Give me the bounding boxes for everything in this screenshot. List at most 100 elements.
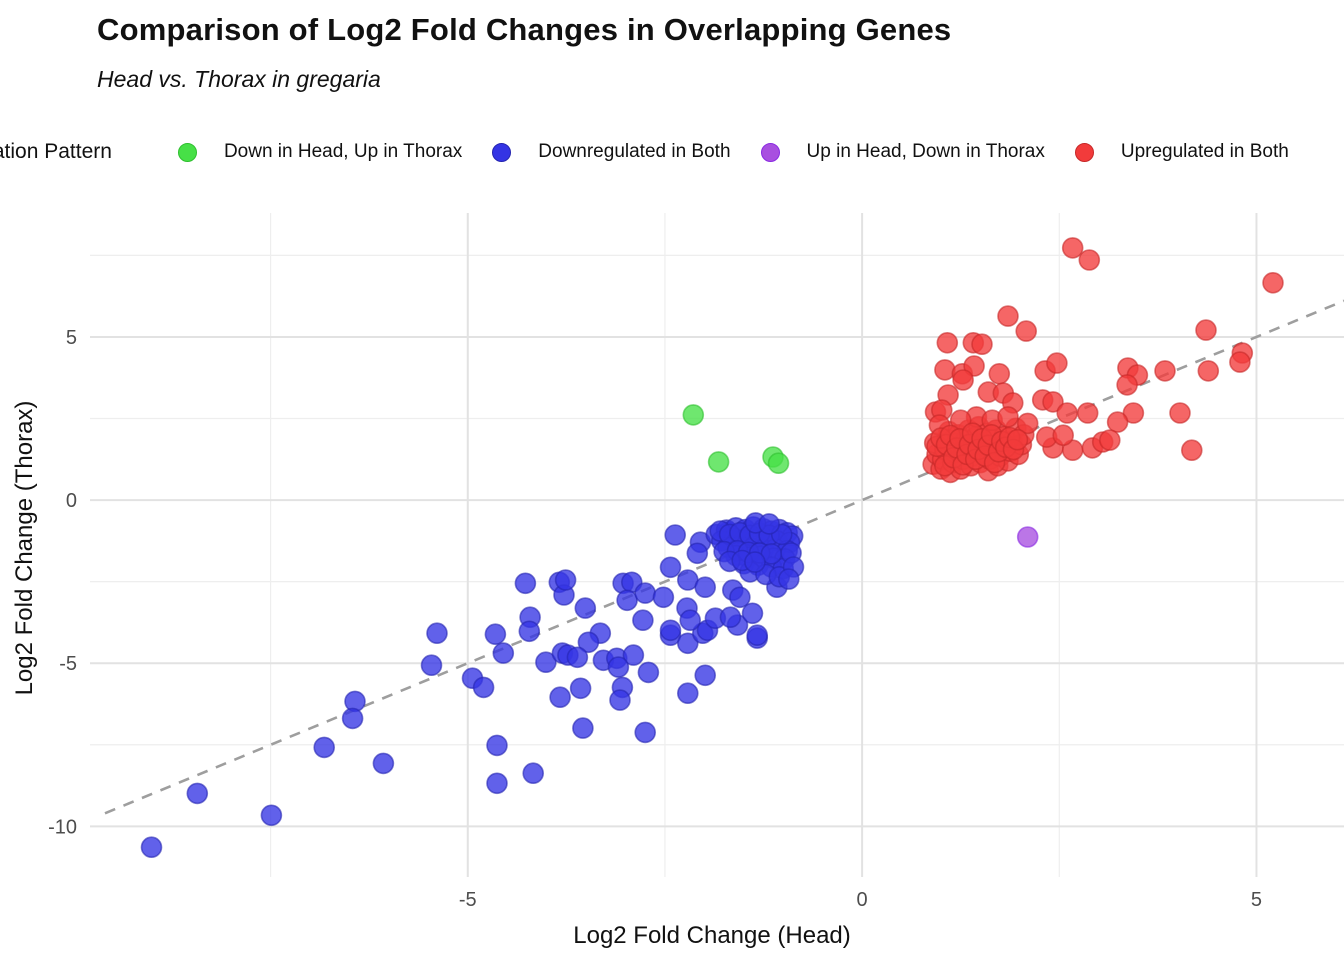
data-point [572,717,594,739]
legend-item: Downregulated in Both [492,141,731,163]
data-point [988,363,1011,385]
data-point [616,589,638,612]
data-point [652,586,675,609]
data-point [566,646,589,669]
data-point [1116,374,1138,396]
data-point [341,707,364,730]
data-point [634,582,657,604]
data-point [1229,351,1251,373]
data-point [1078,249,1101,271]
y-tick-label: -5 [59,653,77,675]
data-point [1056,402,1079,424]
data-point [659,556,682,579]
legend-item: Down in Head, Up in Thorax [177,141,463,163]
data-point [936,332,959,354]
data-point [679,609,702,632]
data-point [1061,237,1084,259]
data-point [535,651,557,674]
data-point [934,359,956,381]
data-point [1016,526,1039,548]
data-point [260,804,283,827]
data-point [1016,412,1039,435]
data-point [1042,391,1064,413]
data-point [514,572,537,595]
data-point [632,609,654,632]
data-point [777,568,800,590]
chart-panel: -5 0 5 5 0 -5 -10 [48,213,1344,911]
data-point [486,772,508,795]
data-point [637,661,660,684]
data-point [952,369,974,391]
data-point [676,632,699,655]
data-point [676,682,699,705]
data-point [1181,439,1203,461]
data-point [574,597,597,619]
data-point [313,736,335,759]
data-point [1106,411,1129,433]
legend-label: Up in Head, Down in Thorax [806,141,1045,162]
data-point [1015,320,1038,342]
data-point [694,664,717,687]
legend-swatch-icon [492,142,512,162]
data-point [486,734,508,757]
data-point [1262,272,1284,294]
data-point [1052,424,1075,446]
data-point [744,551,766,573]
data-point [729,586,751,609]
data-point [686,542,709,565]
data-point [682,404,705,426]
chart-title: Comparison of Log2 Fold Changes in Overl… [97,12,952,47]
legend-swatch-icon [177,142,197,162]
data-point [1195,319,1217,341]
x-tick-label: -5 [459,889,477,911]
legend-title: Regulation Pattern [0,140,112,163]
data-point [659,619,682,642]
data-point [1046,352,1068,374]
legend-item: Upregulated in Both [1074,141,1289,163]
data-point [492,642,515,664]
legend: Regulation Pattern Down in Head, Up in T… [0,130,1319,174]
legend-label: Downregulated in Both [538,141,731,162]
data-point [472,676,495,699]
x-tick-label: 5 [1251,889,1262,911]
data-point [741,602,764,625]
data-point [522,762,545,785]
data-point [1154,360,1176,382]
data-point [140,836,163,859]
data-point [554,569,577,591]
legend-label: Upregulated in Both [1120,141,1289,162]
y-axis-title: Log2 Fold Change (Thorax) [11,400,38,696]
data-point [707,451,730,473]
legend-label: Down in Head, Up in Thorax [223,141,463,162]
data-point [484,623,507,646]
y-tick-label: 0 [66,490,77,512]
x-axis-title: Log2 Fold Change (Head) [573,922,851,949]
data-point [664,524,687,546]
legend-item: Up in Head, Down in Thorax [760,141,1045,163]
data-point [997,305,1019,327]
legend-swatch-icon [1074,142,1094,162]
data-point [569,677,592,700]
data-point [719,606,742,629]
data-point [767,452,790,474]
x-tick-label: 0 [857,889,868,911]
data-point [963,355,985,377]
data-point [997,406,1019,428]
data-point [971,333,993,355]
data-point [186,782,209,805]
data-point [1098,429,1121,451]
chart-subtitle: Head vs. Thorax in gregaria [97,66,381,92]
data-point [1076,402,1099,424]
data-point [549,686,571,709]
data-point [609,689,631,711]
data-point [1006,428,1029,451]
data-point [694,576,717,599]
data-point [758,513,780,535]
data-point [746,624,769,647]
data-point [420,654,443,677]
data-point [372,752,395,775]
data-point [622,644,645,666]
data-point [634,721,657,744]
data-point [577,631,600,654]
